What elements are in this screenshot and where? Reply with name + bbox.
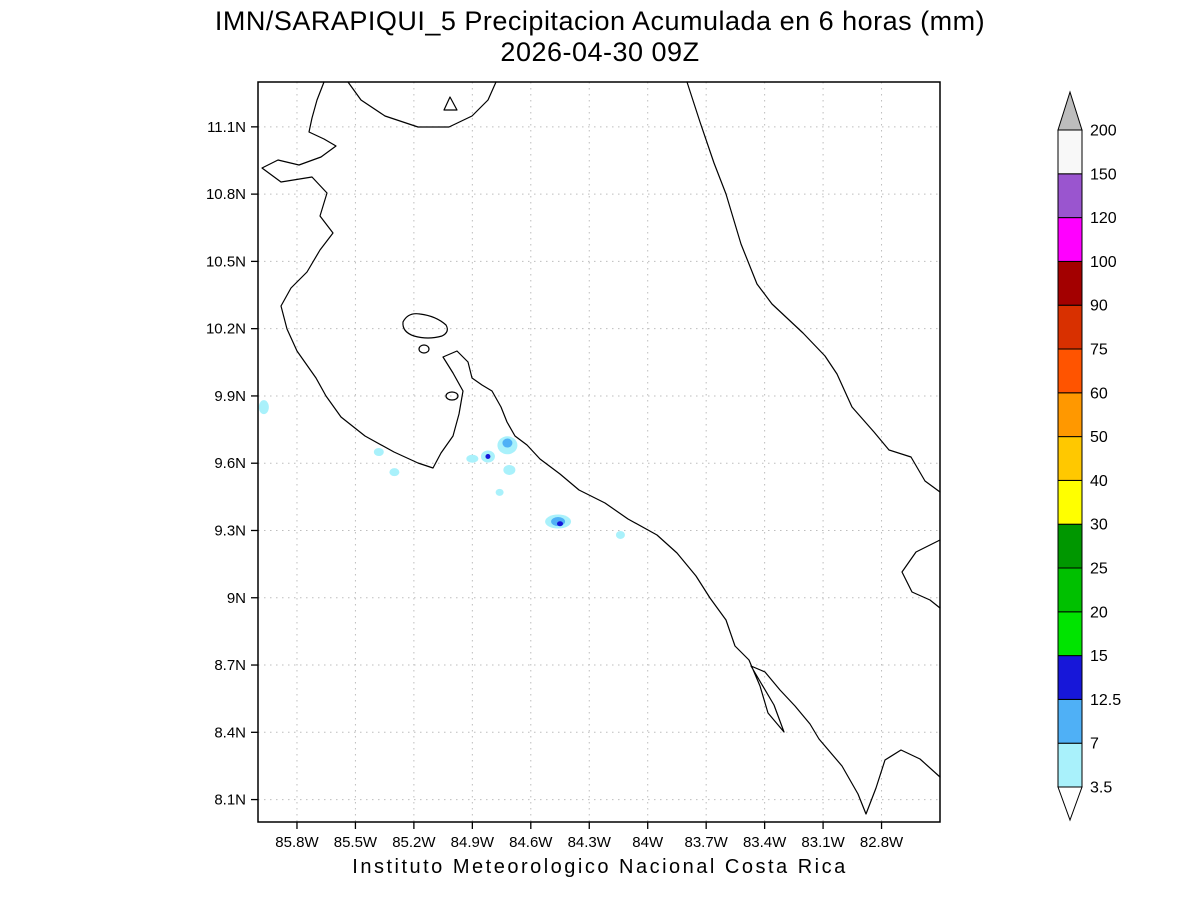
colorbar-segment bbox=[1057, 567, 1083, 613]
colorbar-segment bbox=[1057, 129, 1083, 175]
figure-title: IMN/SARAPIQUI_5 Precipitacion Acumulada … bbox=[214, 6, 986, 36]
colorbar-segment bbox=[1057, 436, 1083, 481]
colorbar-label: 20 bbox=[1090, 604, 1108, 621]
colorbar-arrow-bottom bbox=[1057, 786, 1083, 822]
lake-island-triangle bbox=[443, 96, 458, 111]
precip-spot bbox=[557, 521, 564, 527]
precipitation-shading bbox=[258, 400, 625, 539]
colorbar-arrow-top bbox=[1057, 90, 1083, 131]
figure-subtitle-datetime: 2026-04-30 09Z bbox=[500, 37, 700, 67]
x-tick-label: 84W bbox=[632, 834, 664, 851]
axis-labels: 85.8W 85.5W 85.2W 84.9W 84.6W 84.3W 84W 83.7W 83… bbox=[206, 119, 904, 851]
precip-spot bbox=[258, 400, 269, 415]
gridlines bbox=[258, 82, 940, 822]
y-tick-label: 8.1N bbox=[214, 792, 246, 809]
colorbar-label: 150 bbox=[1090, 166, 1117, 183]
precip-spot bbox=[485, 453, 491, 459]
colorbar-label: 25 bbox=[1090, 561, 1108, 578]
x-tick-label: 85.2W bbox=[392, 834, 436, 851]
lake-nicaragua-shore bbox=[347, 81, 497, 128]
colorbar-segment bbox=[1057, 217, 1083, 262]
precip-spot bbox=[495, 488, 504, 496]
colorbar-label: 75 bbox=[1090, 342, 1108, 359]
colorbar-label: 40 bbox=[1090, 473, 1108, 490]
y-tick-label: 10.2N bbox=[206, 321, 246, 338]
coastlines bbox=[261, 81, 941, 815]
colorbar-segment bbox=[1057, 523, 1083, 569]
colorbar: 200 150 120 100 90 75 60 50 40 30 25 20 15 12.5 7 3.5 bbox=[1057, 90, 1121, 822]
colorbar-label: 12.5 bbox=[1090, 692, 1121, 709]
precip-spot bbox=[615, 530, 625, 539]
colorbar-label: 7 bbox=[1090, 736, 1099, 753]
colorbar-segment bbox=[1057, 348, 1083, 394]
x-tick-label: 83.4W bbox=[743, 834, 787, 851]
precip-spot bbox=[373, 448, 384, 456]
colorbar-label: 90 bbox=[1090, 298, 1108, 315]
colorbar-label: 30 bbox=[1090, 517, 1108, 534]
y-tick-label: 8.7N bbox=[214, 657, 246, 674]
colorbar-segment bbox=[1057, 611, 1083, 657]
colorbar-label: 60 bbox=[1090, 385, 1108, 402]
x-tick-label: 83.1W bbox=[801, 834, 845, 851]
colorbar-segment bbox=[1057, 260, 1083, 306]
y-tick-label: 9N bbox=[227, 590, 246, 607]
chira-island bbox=[445, 391, 459, 401]
y-tick-label: 8.4N bbox=[214, 724, 246, 741]
colorbar-label: 15 bbox=[1090, 648, 1108, 665]
colorbar-segment bbox=[1057, 479, 1083, 525]
colorbar-label: 100 bbox=[1090, 254, 1117, 271]
y-tick-label: 9.3N bbox=[214, 522, 246, 539]
colorbar-label: 120 bbox=[1090, 210, 1117, 227]
colorbar-segment bbox=[1057, 742, 1083, 788]
bocas-almirante-coast bbox=[901, 539, 941, 609]
y-tick-label: 9.9N bbox=[214, 388, 246, 405]
colorbar-label: 200 bbox=[1090, 123, 1117, 140]
colorbar-segment bbox=[1057, 655, 1083, 700]
y-tick-label: 10.8N bbox=[206, 186, 246, 203]
precip-spot bbox=[466, 454, 479, 463]
colorbar-segment bbox=[1057, 304, 1083, 350]
x-tick-label: 84.3W bbox=[568, 834, 612, 851]
x-tick-label: 84.9W bbox=[451, 834, 495, 851]
pacific-coastline bbox=[261, 81, 941, 815]
colorbar-segment bbox=[1057, 392, 1083, 438]
colorbar-segment bbox=[1057, 698, 1083, 744]
caribbean-coastline bbox=[686, 81, 941, 493]
x-tick-label: 82.8W bbox=[860, 834, 904, 851]
small-lake bbox=[418, 344, 430, 354]
precip-spot bbox=[503, 464, 516, 475]
colorbar-segment bbox=[1057, 173, 1083, 219]
colorbar-label: 50 bbox=[1090, 429, 1108, 446]
x-tick-label: 85.8W bbox=[275, 834, 319, 851]
footer-credit: Instituto Meteorologico Nacional Costa R… bbox=[352, 856, 848, 878]
y-tick-label: 10.5N bbox=[206, 253, 246, 270]
precip-spot bbox=[389, 468, 400, 477]
x-tick-label: 85.5W bbox=[334, 834, 378, 851]
colorbar-label: 3.5 bbox=[1090, 780, 1112, 797]
lake-arenal bbox=[402, 313, 448, 339]
map-frame bbox=[257, 81, 941, 823]
y-tick-label: 9.6N bbox=[214, 455, 246, 472]
x-tick-label: 84.6W bbox=[509, 834, 553, 851]
y-tick-label: 11.1N bbox=[207, 119, 246, 136]
x-tick-label: 83.7W bbox=[684, 834, 728, 851]
precip-spot bbox=[502, 438, 513, 448]
